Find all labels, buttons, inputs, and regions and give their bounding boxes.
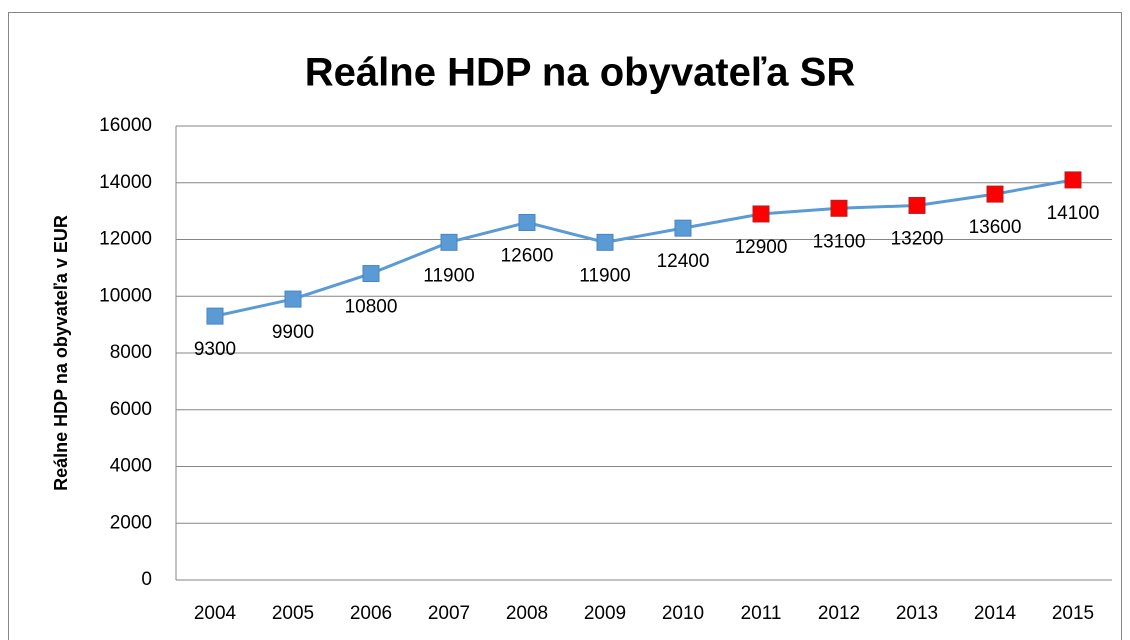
marker [596,233,614,251]
x-tick-label: 2004 [194,603,237,624]
marker [830,199,848,217]
marker [908,196,926,214]
x-tick-label: 2012 [818,603,860,624]
marker [752,205,770,223]
marker [674,219,692,237]
chart-title: Reálne HDP na obyvateľa SR [305,51,856,95]
x-tick-label: 2007 [428,603,470,624]
data-label: 12900 [735,237,788,258]
x-tick-label: 2010 [662,603,704,624]
y-axis-label: Reálne HDP na obyvateľa v EUR [51,215,71,491]
marker [518,213,536,231]
x-tick-label: 2011 [741,603,782,624]
y-tick-label: 4000 [110,456,152,477]
data-label: 12400 [657,251,710,272]
y-tick-label: 12000 [99,229,152,250]
y-tick-label: 8000 [110,342,152,363]
data-label: 12600 [501,245,554,266]
data-label: 9300 [194,339,236,360]
marker [284,290,302,308]
y-tick-label: 14000 [99,172,152,193]
marker [986,185,1004,203]
data-label: 9900 [272,322,314,343]
y-tick-label: 2000 [110,512,152,533]
data-label: 13200 [891,228,944,249]
line [214,178,1074,318]
x-tick-label: 2008 [506,603,548,624]
x-tick-label: 2014 [974,603,1017,624]
x-tick-label: 2015 [1052,603,1094,624]
y-tick-label: 16000 [99,115,152,136]
x-tick-label: 2013 [896,603,938,624]
marker [362,265,380,283]
chart-border [8,12,1122,640]
data-label: 11900 [423,265,474,286]
marker [1064,171,1082,189]
y-tick-label: 10000 [99,285,152,306]
x-tick-label: 2009 [584,603,626,624]
x-tick-label: 2006 [350,603,392,624]
y-tick-label: 6000 [110,399,152,420]
marker [440,233,458,251]
y-tick-label: 0 [141,569,152,590]
x-tick-label: 2005 [272,603,314,624]
marker [206,307,224,325]
data-label: 11900 [579,265,630,286]
data-label: 13100 [813,231,866,252]
data-label: 10800 [345,297,398,318]
data-label: 14100 [1047,203,1100,224]
data-label: 13600 [969,217,1022,238]
